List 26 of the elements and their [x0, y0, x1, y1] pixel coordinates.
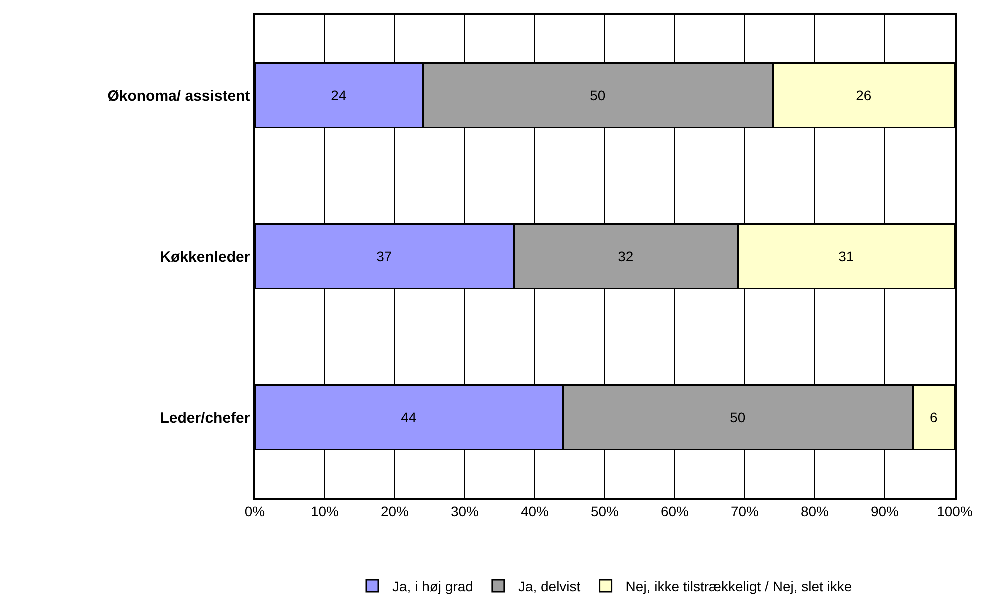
- data-label: 31: [838, 248, 854, 264]
- x-tick-label: 30%: [450, 504, 480, 520]
- data-label: 26: [856, 88, 872, 104]
- x-tick-label: 50%: [590, 504, 620, 520]
- data-label: 44: [401, 410, 417, 426]
- data-label: 37: [376, 248, 392, 264]
- legend-label: Ja, delvist: [518, 578, 581, 595]
- data-label: 6: [930, 410, 938, 426]
- x-tick-label: 80%: [800, 504, 830, 520]
- legend-label: Nej, ikke tilstrækkeligt / Nej, slet ikke: [626, 578, 852, 595]
- x-tick-label: 0%: [244, 504, 266, 520]
- x-tick-label: 10%: [310, 504, 340, 520]
- legend-label: Ja, i høj grad: [392, 578, 474, 595]
- y-tick-label: Køkkenleder: [160, 248, 250, 266]
- y-tick-label: Leder/chefer: [160, 410, 250, 427]
- data-label: 50: [590, 88, 606, 104]
- x-tick-label: 20%: [380, 504, 410, 520]
- x-tick-label: 40%: [520, 504, 550, 520]
- x-tick-label: 90%: [870, 504, 900, 520]
- y-tick-label: Økonoma/ assistent: [108, 88, 250, 105]
- data-label: 32: [618, 248, 634, 264]
- data-label: 50: [730, 410, 746, 426]
- x-tick-label: 100%: [937, 504, 973, 520]
- data-label: 24: [331, 88, 347, 104]
- x-tick-label: 70%: [730, 504, 760, 520]
- x-tick-label: 60%: [660, 504, 690, 520]
